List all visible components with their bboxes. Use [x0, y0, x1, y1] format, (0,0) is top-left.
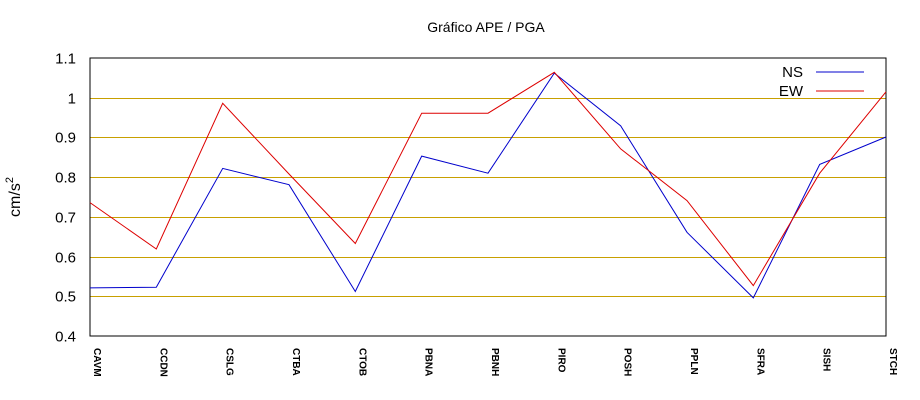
y-axis-label-text: cm/s — [7, 183, 24, 217]
x-tick-label: STCH — [887, 348, 898, 375]
series-lines — [89, 71, 887, 299]
x-tick-label: PPLN — [688, 348, 699, 375]
x-tick-label: CTOB — [356, 348, 367, 376]
x-axis-ticks: CAVM CCDN CSLG CTBA CTOB PBNA PBNH PIRO POSH PPLN… — [91, 348, 898, 377]
x-tick-label: CTBA — [290, 348, 301, 376]
x-tick-label: CCDN — [157, 348, 168, 377]
y-tick-label: 0.8 — [55, 170, 76, 187]
x-tick-label: PBNH — [489, 348, 500, 376]
x-tick-label: CSLG — [224, 348, 235, 376]
y-tick-label: 1.1 — [55, 51, 76, 68]
y-axis-ticks: 0.4 0.5 0.6 0.7 0.8 0.9 1 1.1 — [55, 51, 76, 346]
y-tick-label: 0.9 — [55, 130, 76, 147]
y-tick-label: 0.4 — [55, 329, 76, 346]
y-tick-label: 0.6 — [55, 250, 76, 267]
y-axis-label-exponent: 2 — [4, 177, 16, 183]
x-tick-label: SISH — [821, 348, 832, 371]
x-tick-label: CAVM — [91, 348, 102, 377]
y-axis-label: cm/s2 — [4, 177, 24, 217]
legend-label-ew: EW — [779, 83, 804, 100]
chart-title: Gráfico APE / PGA — [427, 19, 545, 35]
x-tick-label: PBNA — [423, 348, 434, 376]
x-tick-label: POSH — [622, 348, 633, 376]
y-tick-label: 0.7 — [55, 210, 76, 227]
y-tick-label: 0.5 — [55, 289, 76, 306]
series-line-ns — [89, 72, 887, 299]
svg-text:cm/s2: cm/s2 — [4, 177, 24, 217]
y-tick-label: 1 — [68, 91, 76, 108]
legend-label-ns: NS — [782, 64, 803, 81]
grid — [90, 98, 886, 297]
plot-border — [89, 57, 887, 337]
x-tick-label: PIRO — [555, 348, 566, 373]
x-tick-label: SFRA — [754, 348, 765, 375]
series-line-ew — [89, 71, 887, 287]
legend: NS EW — [779, 64, 864, 100]
